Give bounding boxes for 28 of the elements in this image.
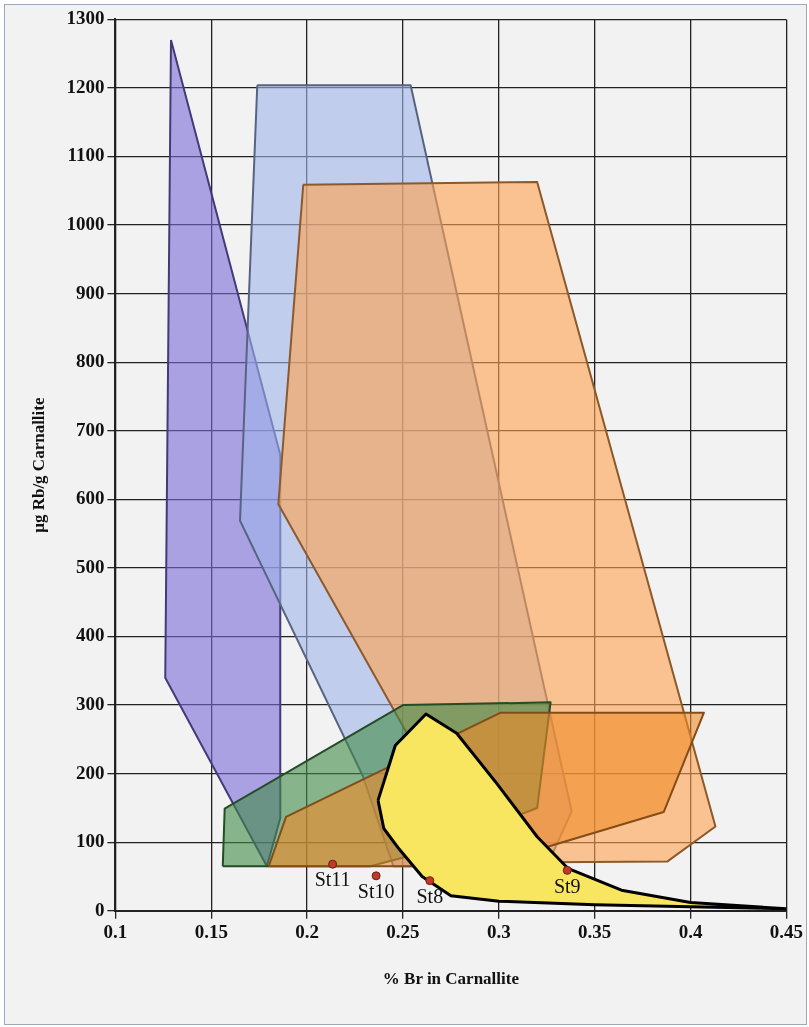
series-label: St10 <box>357 880 395 903</box>
y-tick-label: 0 <box>94 898 105 920</box>
x-axis-title: % Br in Carnallite <box>382 969 520 989</box>
x-tick-label: 0.25 <box>386 921 420 943</box>
y-tick-label: 100 <box>75 830 105 852</box>
x-tick-label: 0.45 <box>769 921 803 943</box>
x-tick-label: 0.15 <box>194 921 228 943</box>
y-tick-label: 300 <box>75 693 105 714</box>
y-tick-label: 700 <box>75 418 105 440</box>
y-tick-label: 1100 <box>67 144 105 166</box>
y-tick-label: 400 <box>75 624 105 646</box>
x-tick-label: 0.35 <box>578 921 612 943</box>
series-label: St9 <box>553 874 581 897</box>
y-tick-label: 1000 <box>66 213 105 235</box>
y-tick-label: 200 <box>75 761 105 783</box>
y-tick-label: 800 <box>75 350 105 372</box>
y-axis-title: μg Rb/g Carnallite <box>28 397 48 533</box>
y-tick-label: 1200 <box>66 75 105 97</box>
y-tick-label: 900 <box>75 281 105 303</box>
x-tick-label: 0.1 <box>103 921 128 943</box>
y-tick-label: 500 <box>75 555 105 577</box>
y-tick-label: 600 <box>75 487 105 509</box>
y-tick-label: 1300 <box>66 7 105 29</box>
x-tick-label: 0.4 <box>678 921 703 943</box>
series-label: St8 <box>416 884 444 907</box>
x-tick-label: 0.2 <box>295 921 319 943</box>
series-label: St11 <box>314 868 351 891</box>
x-tick-label: 0.3 <box>486 921 511 943</box>
